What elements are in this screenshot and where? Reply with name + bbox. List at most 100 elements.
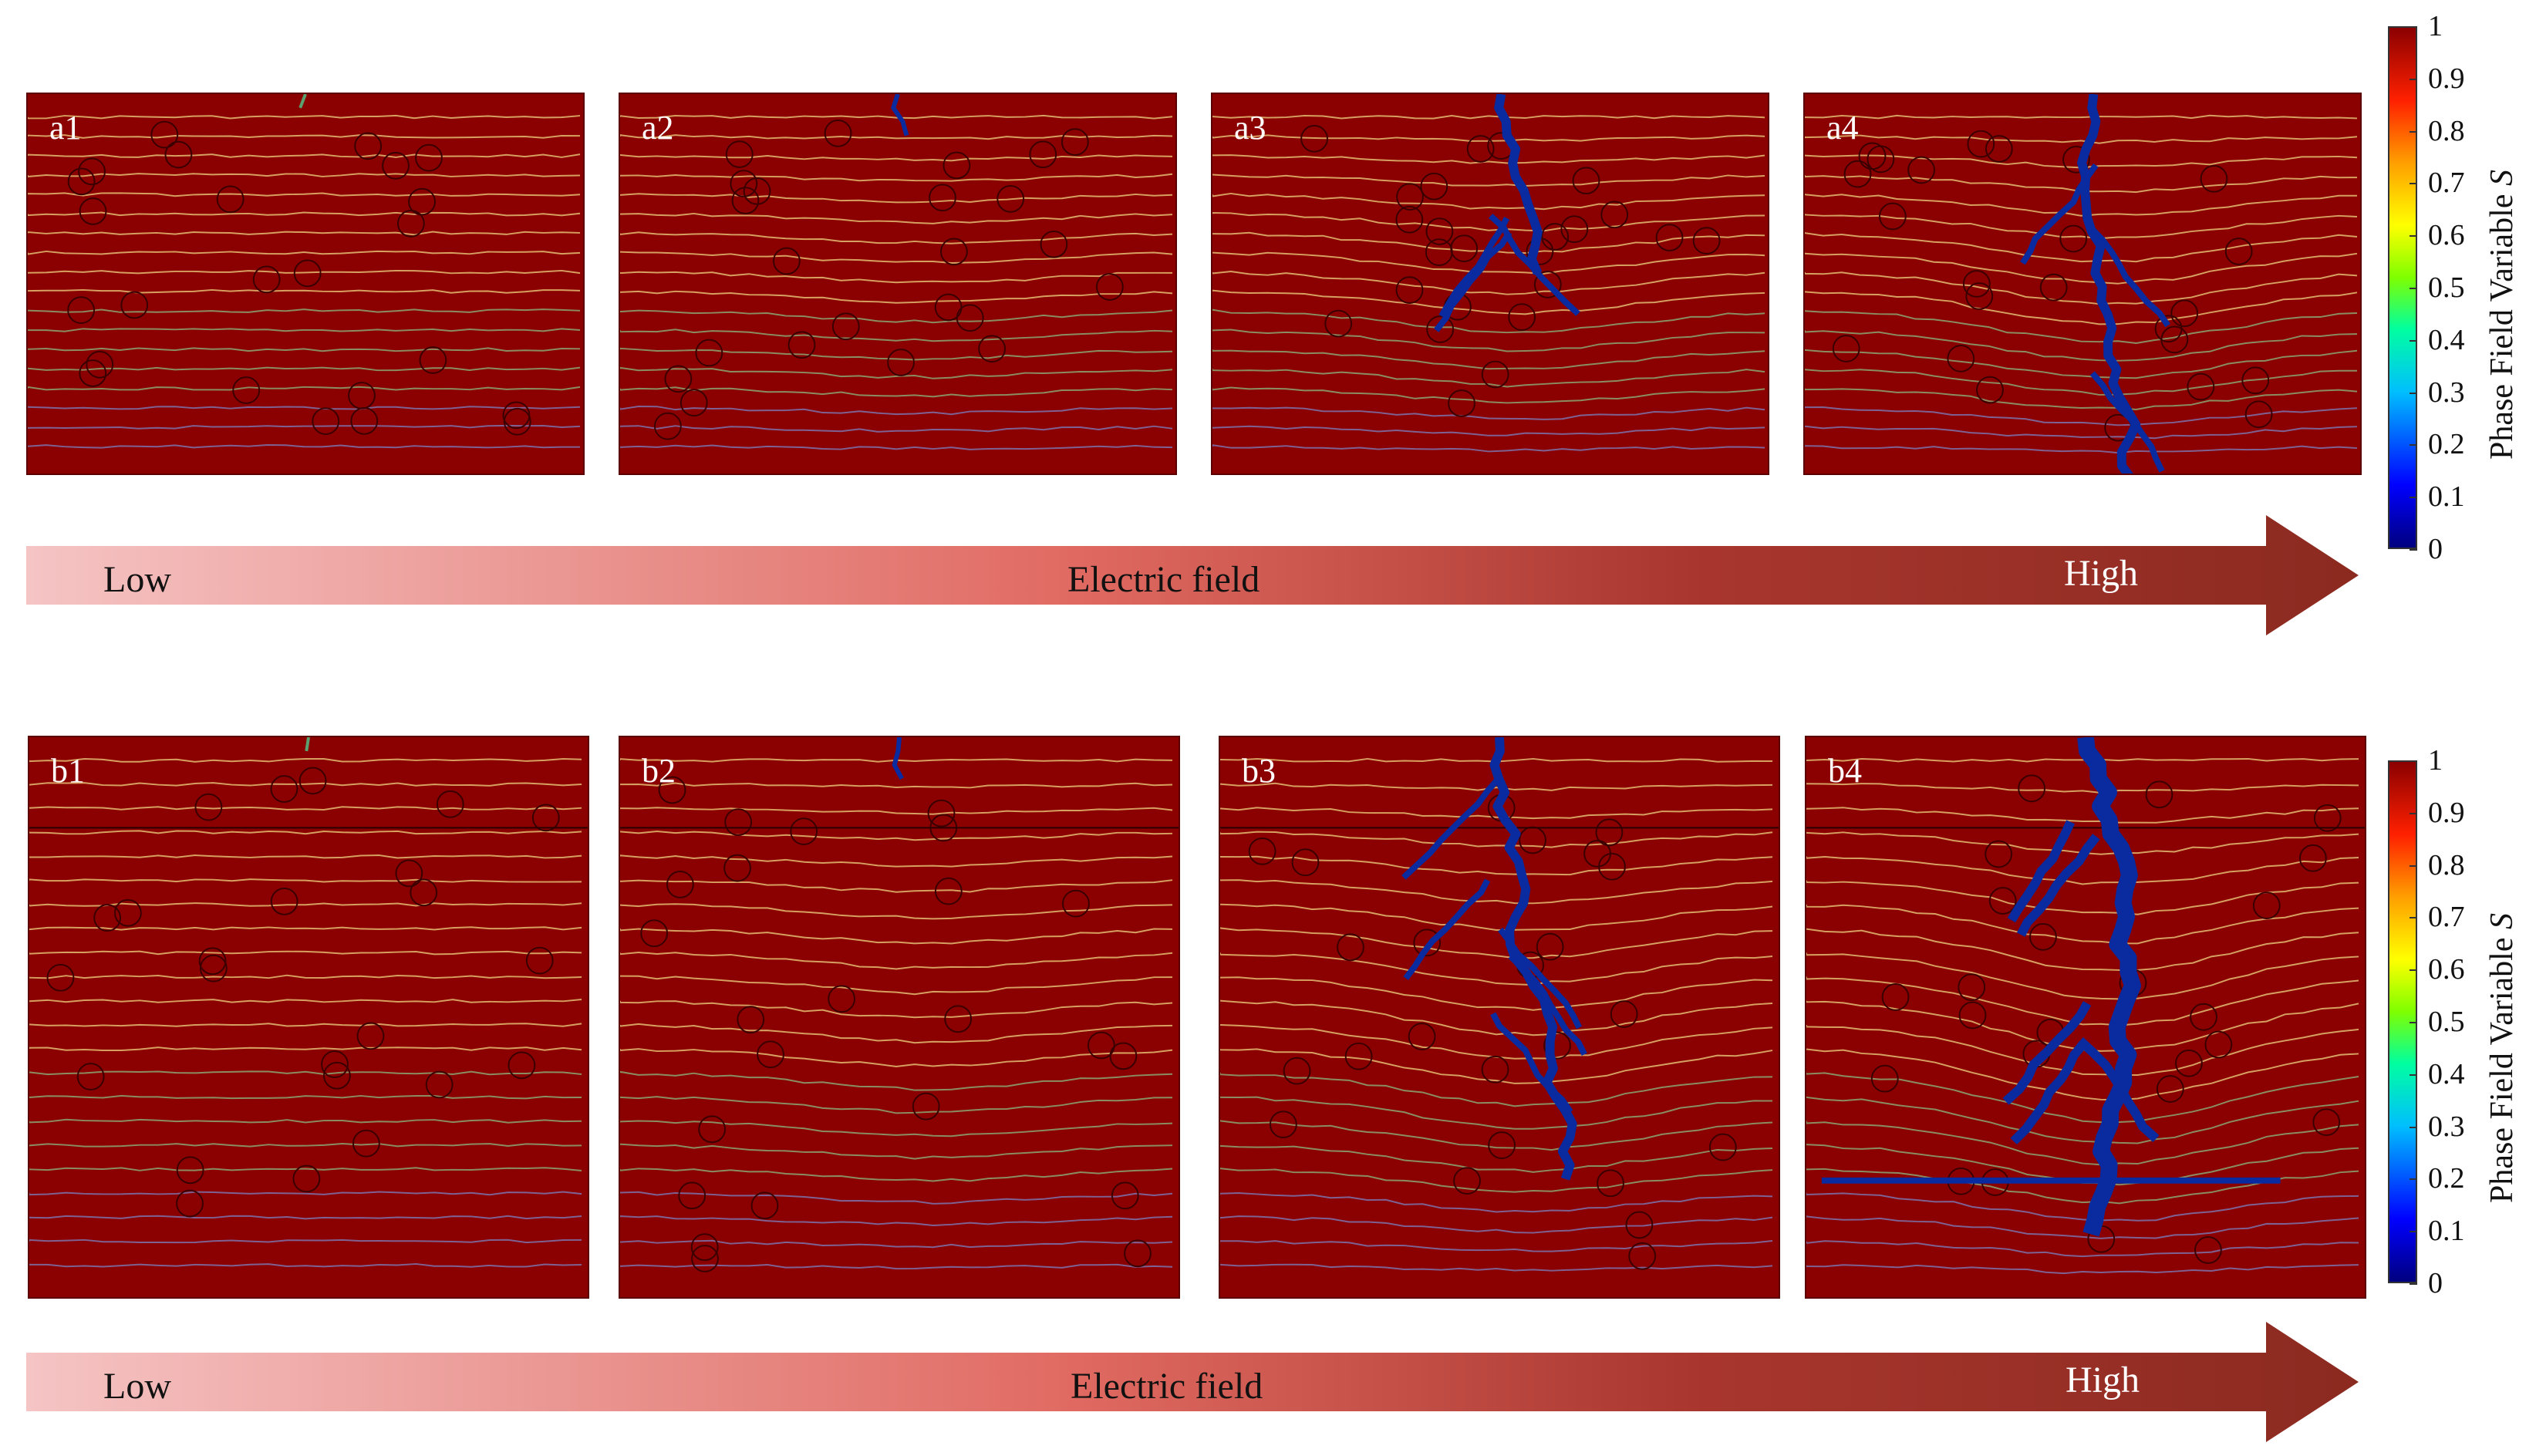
field-line: [620, 1263, 1173, 1270]
field-line: [620, 114, 1173, 120]
field-line: [1220, 1024, 1773, 1060]
field-line: [1220, 1144, 1773, 1173]
field-line: [1212, 134, 1765, 142]
inclusion-particle: [176, 1189, 204, 1218]
field-line: [1805, 175, 2358, 194]
inclusion-particle: [2252, 891, 2281, 919]
panel-label-a1: a1: [49, 109, 82, 147]
colorbar-tick-label: 0.2: [2428, 428, 2465, 461]
field-lines-a1: [28, 94, 581, 449]
field-line: [620, 231, 1173, 244]
field-line: [1220, 903, 1773, 932]
inclusion-particle: [831, 312, 860, 341]
inclusion-particle: [1597, 1169, 1624, 1198]
field-line: [1220, 807, 1773, 820]
electric-field-arrow-a: [26, 515, 2359, 635]
field-line: [620, 193, 1173, 204]
crack-path: [1494, 94, 1543, 275]
inclusion-particle: [2298, 844, 2327, 872]
inclusion-particle: [425, 1070, 454, 1099]
inclusion-particle: [1843, 160, 1872, 188]
crack-path: [2077, 737, 2141, 1237]
colorbar-tick-label: 0.8: [2428, 848, 2465, 881]
colorbar-tick-label: 0.8: [2428, 114, 2465, 147]
colorbar-tick-label: 0.6: [2428, 953, 2465, 986]
colorbar-tick-label: 0.9: [2428, 796, 2465, 829]
field-line: [1212, 386, 1765, 404]
field-lines-b4: [1806, 737, 2365, 1275]
inclusion-particle: [2170, 299, 2199, 328]
colorbar-tick-label: 0.1: [2428, 480, 2465, 514]
field-line: [1805, 214, 2358, 240]
arrow-shape-b: [26, 1322, 2359, 1442]
field-line: [1806, 1024, 2359, 1076]
inclusion-particle: [395, 859, 423, 888]
field-line: [620, 212, 1173, 224]
crack-path: [305, 737, 310, 752]
crack-branch: [2076, 1036, 2160, 1143]
inclusion-particle: [1625, 1211, 1654, 1239]
field-line: [28, 269, 581, 275]
inclusion-particle: [2156, 1075, 2184, 1103]
field-line: [1806, 1264, 2359, 1275]
crack-branch: [2089, 371, 2165, 473]
field-line: [1212, 425, 1765, 436]
inclusion-particle: [939, 238, 968, 266]
inclusion-particle: [1124, 1239, 1152, 1268]
colorbar-tick-label: 0.3: [2428, 376, 2465, 409]
field-line: [1805, 271, 2358, 305]
inclusion-particle: [2039, 273, 2068, 302]
field-line: [28, 347, 581, 352]
inclusion-particle: [2059, 224, 2088, 253]
crack-branch: [2007, 820, 2076, 923]
inclusion-particle: [1466, 135, 1495, 163]
field-line: [29, 878, 582, 883]
crack-branch: [1403, 878, 1491, 980]
field-line: [28, 366, 581, 372]
inclusion-particle: [943, 151, 971, 180]
inclusion-particle: [2029, 922, 2057, 951]
field-line: [1805, 425, 2358, 440]
field-line: [1220, 927, 1773, 959]
field-line: [1220, 952, 1773, 986]
inclusion-particle: [1029, 140, 1057, 169]
inclusion-particle: [76, 1063, 105, 1090]
inclusion-particle: [1111, 1181, 1139, 1210]
field-line: [1805, 406, 2358, 426]
arrow-high-label-a: High: [2064, 553, 2138, 594]
inclusion-particle: [1598, 852, 1626, 881]
inclusion-particle: [944, 1005, 973, 1033]
crack-branch: [2010, 1040, 2088, 1145]
field-line: [1806, 1240, 2359, 1258]
inclusion-particle: [691, 1245, 719, 1272]
field-line: [1220, 1120, 1773, 1151]
field-line: [620, 1143, 1173, 1160]
colorbar-tick-mark: [2410, 969, 2417, 972]
inclusion-particle: [525, 946, 554, 975]
inclusion-particle: [270, 775, 298, 803]
inclusion-particle: [164, 140, 193, 169]
field-line: [620, 903, 1173, 920]
colorbar-tick-mark: [2410, 288, 2417, 289]
crack-branch: [1498, 927, 1583, 1030]
inclusion-particle: [750, 1191, 779, 1220]
inclusion-particle: [1692, 227, 1721, 255]
inclusion-particle: [270, 888, 298, 915]
field-line: [1806, 1072, 2359, 1124]
field-line: [1212, 192, 1765, 211]
inclusion-particle: [502, 401, 531, 430]
field-line: [620, 951, 1173, 970]
inclusion-particle: [1095, 273, 1124, 301]
field-line: [620, 329, 1173, 342]
inclusion-particle: [1283, 1057, 1311, 1085]
inclusion-particle: [1628, 1242, 1657, 1270]
inclusion-particle: [1448, 389, 1475, 417]
inclusion-particle: [93, 904, 122, 932]
field-line: [1806, 1048, 2359, 1101]
colorbar-tick-label: 0.5: [2428, 1006, 2465, 1038]
crack-path: [298, 94, 307, 109]
inclusion-particle: [78, 157, 106, 186]
colorbar-tick-label: 0.1: [2428, 1215, 2465, 1248]
inclusion-particle: [292, 1164, 321, 1193]
field-line: [1212, 114, 1765, 120]
